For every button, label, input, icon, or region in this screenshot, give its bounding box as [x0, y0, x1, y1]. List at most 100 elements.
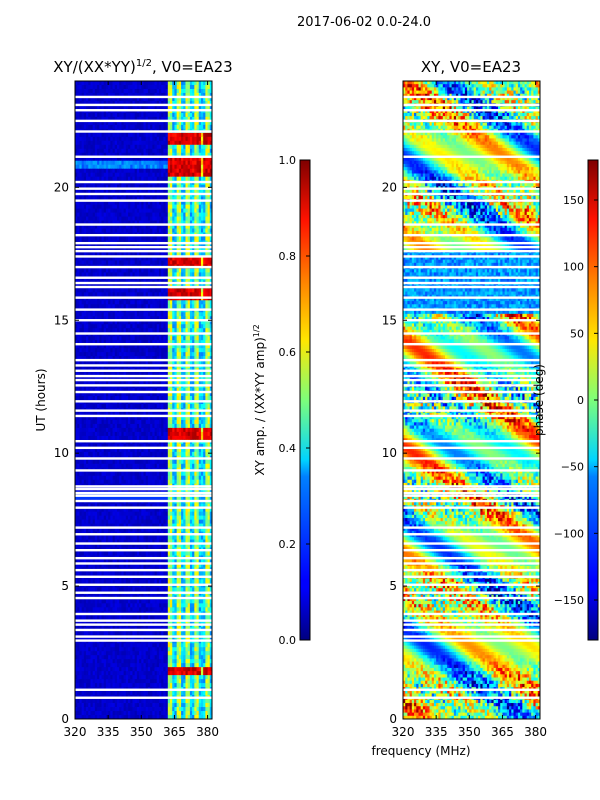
amp-cell [207, 104, 211, 110]
amp-cell [152, 100, 155, 106]
amp-cell [174, 168, 178, 174]
amp-cell [163, 81, 166, 86]
amp-cell [112, 352, 116, 357]
amp-cell [125, 340, 129, 345]
amp-cell [200, 288, 204, 293]
amp-cell [194, 81, 197, 86]
amp-cell [128, 300, 131, 305]
amp-cell [114, 84, 118, 90]
amp-cell [108, 292, 111, 297]
amp-cell [194, 184, 197, 190]
amp-cell [200, 168, 204, 174]
amp-cell [108, 160, 111, 166]
amp-cell [121, 196, 125, 202]
amp-cell [152, 268, 155, 273]
amp-cell [178, 208, 182, 213]
amp-cell [209, 376, 212, 381]
amp-cell [99, 156, 102, 162]
amp-cell [152, 208, 155, 213]
amp-cell [165, 188, 169, 194]
amp-cell [207, 348, 211, 353]
amp-cell [136, 388, 140, 393]
amp-cell [192, 144, 195, 150]
amp-cell [90, 272, 94, 277]
amp-cell [116, 168, 120, 174]
amp-cell [198, 236, 202, 241]
amp-cell [181, 184, 184, 190]
amp-cell [99, 196, 102, 202]
amp-cell [185, 144, 189, 150]
amp-cell [198, 124, 202, 130]
amp-cell [156, 288, 160, 293]
amp-cell [170, 148, 173, 154]
amp-cell [121, 256, 125, 261]
amp-cell [196, 268, 200, 273]
amp-cell [141, 116, 144, 122]
amp-cell [90, 224, 94, 229]
amp-cell [187, 100, 191, 106]
amp-cell [200, 196, 204, 202]
amp-cell [196, 212, 200, 217]
amp-cell [119, 360, 122, 365]
amp-cell [205, 268, 208, 273]
amp-cell [198, 132, 202, 138]
amp-cell [121, 392, 125, 397]
amp-cell [83, 168, 87, 174]
amp-cell [198, 188, 202, 194]
amp-cell [79, 388, 83, 393]
amp-cell [88, 300, 91, 305]
amp-cell [172, 148, 175, 154]
amp-cell [75, 208, 78, 213]
amp-cell [130, 216, 133, 221]
amp-cell [141, 200, 144, 206]
amp-cell [123, 152, 127, 158]
amp-cell [110, 208, 113, 213]
amp-cell [141, 376, 144, 381]
amp-cell [176, 144, 180, 150]
amp-cell [112, 356, 116, 361]
amp-cell [86, 268, 89, 273]
amp-cell [132, 292, 136, 297]
amp-cell [105, 300, 109, 305]
amp-cell [132, 204, 136, 209]
amp-cell [161, 84, 164, 90]
amp-cell [125, 140, 129, 146]
amp-cell [88, 316, 91, 321]
amp-cell [165, 380, 169, 385]
amp-cell [101, 164, 105, 170]
amp-cell [178, 396, 182, 401]
amp-cell [114, 268, 118, 273]
amp-cell [75, 212, 78, 217]
amp-cell [97, 268, 100, 273]
amp-cell [128, 228, 131, 233]
amp-cell [167, 188, 171, 194]
amp-cell [123, 144, 127, 150]
amp-cell [108, 272, 111, 277]
amp-cell [134, 124, 138, 130]
amp-cell [101, 176, 105, 182]
amp-cell [77, 328, 80, 333]
amp-cell [123, 300, 127, 305]
amp-cell [83, 112, 87, 118]
amp-cell [86, 132, 89, 138]
amp-cell [134, 268, 138, 273]
amp-cell [110, 156, 113, 162]
amp-cell [198, 200, 202, 206]
amp-cell [83, 84, 87, 90]
amp-cell [94, 216, 98, 221]
amp-cell [209, 96, 212, 102]
amp-cell [119, 140, 122, 146]
amp-cell [194, 268, 197, 273]
amp-cell [143, 380, 147, 385]
amp-cell [150, 328, 153, 333]
amp-cell [183, 328, 186, 333]
amp-cell [92, 176, 96, 182]
amp-cell [183, 148, 186, 154]
amp-cell [156, 200, 160, 206]
amp-cell [172, 140, 175, 146]
amp-cell [128, 172, 131, 178]
amp-cell [108, 148, 111, 154]
amp-cell [92, 324, 96, 329]
amp-cell [178, 212, 182, 217]
amp-cell [134, 104, 138, 110]
